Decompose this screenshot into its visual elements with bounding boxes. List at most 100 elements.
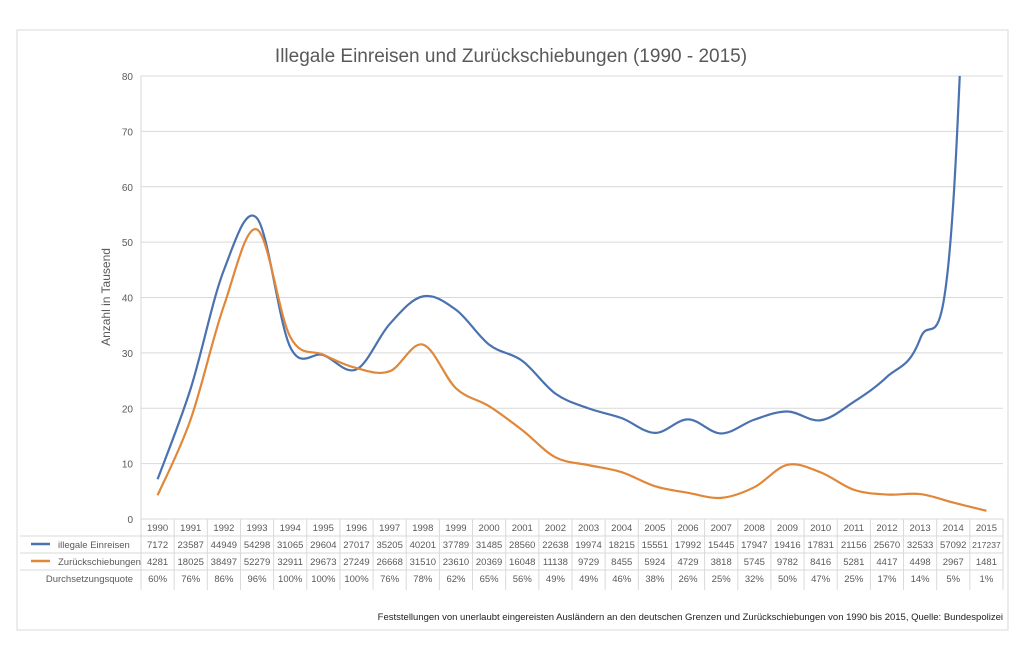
x-tick-label: 1990 (147, 523, 168, 534)
table-cell: 4729 (677, 557, 698, 568)
table-cell: 18215 (609, 540, 635, 551)
table-cell: 50% (778, 574, 798, 585)
table-cell: 17% (877, 574, 897, 585)
y-tick-label: 80 (122, 72, 134, 83)
table-cell: 32911 (277, 557, 303, 568)
x-tick-label: 2005 (644, 523, 665, 534)
y-tick-label: 70 (122, 127, 134, 138)
x-tick-label: 1991 (180, 523, 201, 534)
x-tick-label: 2010 (810, 523, 831, 534)
x-tick-label: 1999 (445, 523, 466, 534)
y-axis-label: Anzahl in Tausend (99, 248, 113, 346)
table-cell: 20369 (476, 557, 502, 568)
table-cell: 17831 (807, 540, 833, 551)
table-cell: 27017 (343, 540, 369, 551)
x-tick-label: 2002 (545, 523, 566, 534)
table-cell: 100% (311, 574, 336, 585)
table-cell: 25% (844, 574, 864, 585)
table-cell: 37789 (443, 540, 469, 551)
table-cell: 32533 (907, 540, 933, 551)
x-tick-label: 2000 (479, 523, 500, 534)
x-tick-label: 1993 (246, 523, 267, 534)
x-tick-label: 1997 (379, 523, 400, 534)
chart-title: Illegale Einreisen und Zurückschiebungen… (275, 46, 747, 67)
y-tick-label: 60 (122, 183, 134, 194)
table-cell: 60% (148, 574, 168, 585)
table-cell: 17992 (675, 540, 701, 551)
x-tick-label: 2007 (711, 523, 732, 534)
x-tick-label: 2014 (943, 523, 964, 534)
table-cell: 29604 (310, 540, 336, 551)
table-cell: 46% (612, 574, 632, 585)
legend-label: illegale Einreisen (58, 540, 130, 551)
table-cell: 11138 (543, 557, 568, 568)
table-cell: 5745 (744, 557, 765, 568)
x-tick-label: 2001 (512, 523, 533, 534)
x-tick-label: 2004 (611, 523, 632, 534)
table-cell: 3818 (711, 557, 732, 568)
table-cell: 7172 (147, 540, 168, 551)
table-cell: 19974 (575, 540, 601, 551)
table-cell: 2967 (943, 557, 964, 568)
table-cell: 86% (214, 574, 234, 585)
series-line-zurückschiebungen (156, 228, 987, 512)
table-cell: 26668 (376, 557, 402, 568)
table-cell: 21156 (841, 540, 867, 551)
y-tick-label: 50 (122, 238, 134, 249)
x-tick-label: 2011 (844, 523, 864, 534)
table-cell: 100% (278, 574, 303, 585)
series-line-illegale-einreisen (156, 76, 961, 480)
table-cell: 31065 (277, 540, 303, 551)
table-cell: 15445 (708, 540, 734, 551)
x-tick-label: 1996 (346, 523, 367, 534)
table-cell: 56% (513, 574, 533, 585)
y-tick-label: 30 (122, 349, 134, 360)
table-cell: 31510 (410, 557, 436, 568)
x-tick-label: 1998 (412, 523, 433, 534)
table-cell: 18025 (178, 557, 204, 568)
x-tick-label: 1995 (313, 523, 334, 534)
table-cell: 49% (546, 574, 566, 585)
table-cell: 5281 (843, 557, 864, 568)
table-cell: 76% (380, 574, 400, 585)
table-cell: 35205 (376, 540, 402, 551)
table-cell: 54298 (244, 540, 270, 551)
y-tick-label: 40 (122, 294, 134, 305)
table-cell: 62% (446, 574, 466, 585)
table-cell: 25670 (874, 540, 900, 551)
table-cell: 28560 (509, 540, 535, 551)
table-cell: 9782 (777, 557, 798, 568)
x-tick-label: 2013 (910, 523, 931, 534)
table-cell: 5% (946, 574, 960, 585)
x-tick-label: 2009 (777, 523, 798, 534)
x-tick-label: 2003 (578, 523, 599, 534)
table-cell: 40201 (410, 540, 436, 551)
table-row-label: Durchsetzungsquote (46, 574, 133, 585)
table-cell: 23610 (443, 557, 469, 568)
table-cell: 65% (480, 574, 500, 585)
legend-label: Zurückschiebungen (58, 557, 141, 568)
table-cell: 76% (181, 574, 201, 585)
x-tick-label: 2012 (876, 523, 897, 534)
table-cell: 27249 (343, 557, 369, 568)
table-cell: 32% (745, 574, 765, 585)
table-cell: 31485 (476, 540, 502, 551)
table-cell: 19416 (774, 540, 800, 551)
table-cell: 5924 (644, 557, 665, 568)
table-cell: 26% (679, 574, 699, 585)
table-cell: 23587 (178, 540, 204, 551)
x-tick-label: 1992 (213, 523, 234, 534)
table-cell: 49% (579, 574, 599, 585)
table-cell: 1% (980, 574, 994, 585)
table-cell: 57092 (940, 540, 966, 551)
table-cell: 217237 (972, 540, 1001, 550)
x-tick-label: 2008 (744, 523, 765, 534)
footnote: Feststellungen von unerlaubt eingereiste… (378, 612, 1003, 623)
x-tick-label: 2015 (976, 523, 997, 534)
table-cell: 38497 (211, 557, 237, 568)
table-cell: 1481 (976, 557, 997, 568)
table-cell: 4281 (147, 557, 168, 568)
y-tick-label: 10 (122, 460, 134, 471)
table-cell: 8416 (810, 557, 831, 568)
